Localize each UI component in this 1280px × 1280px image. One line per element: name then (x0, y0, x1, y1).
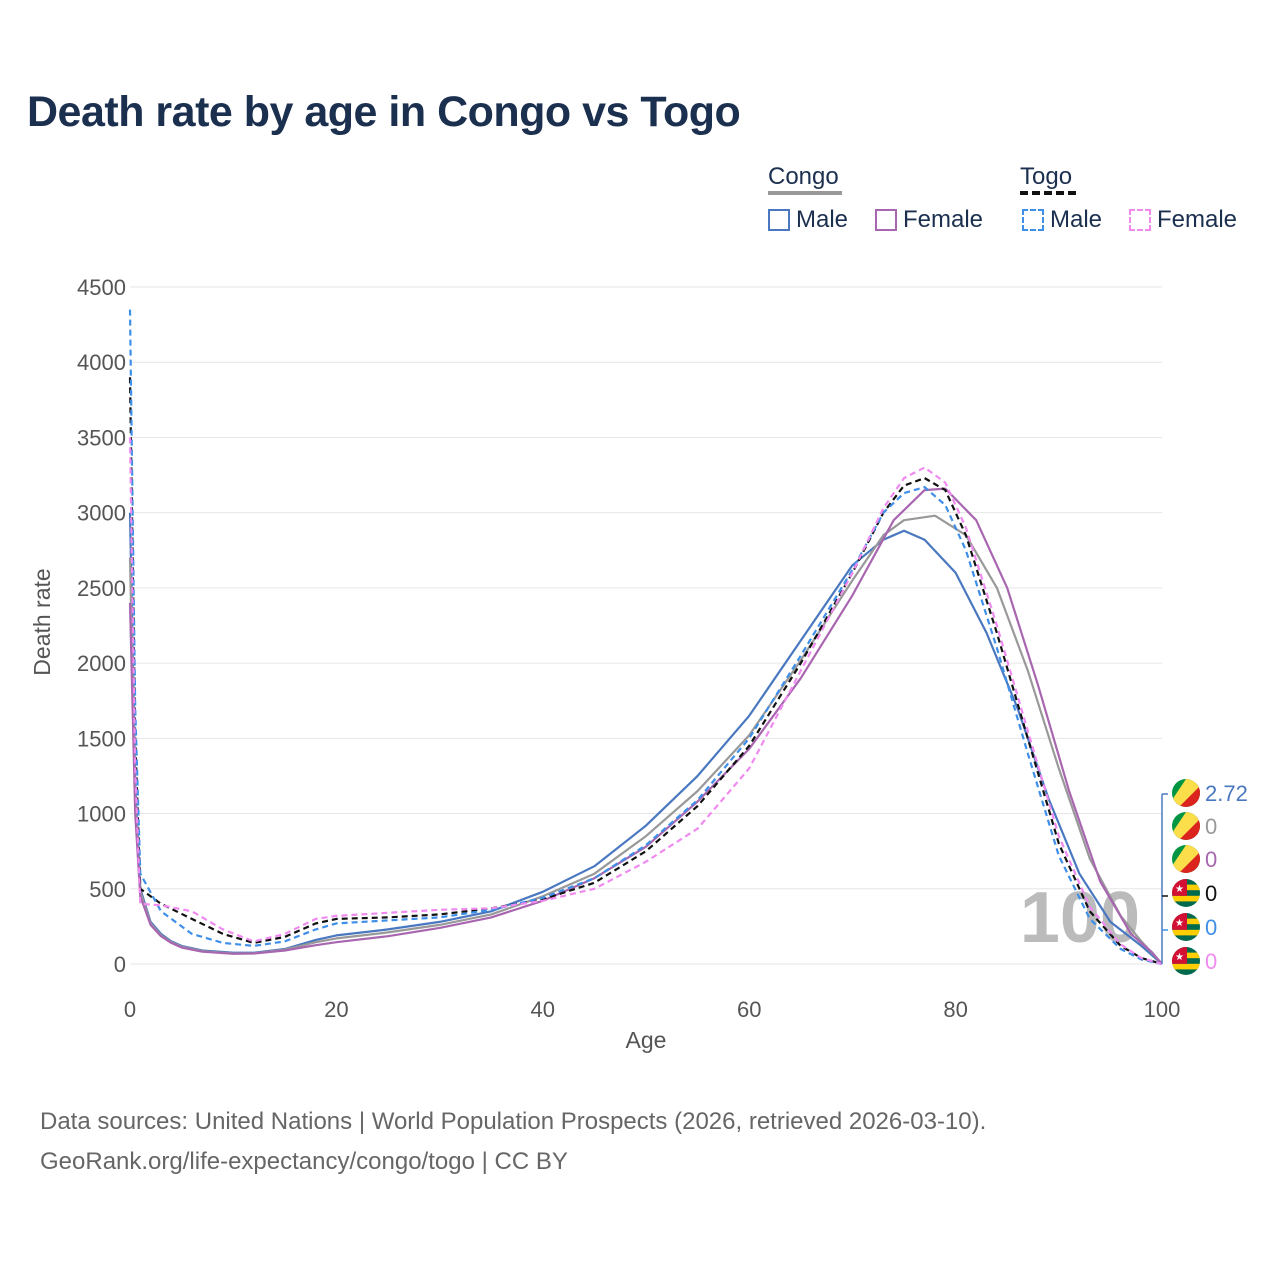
x-tick-label: 100 (1144, 997, 1181, 1022)
svg-text:★: ★ (1175, 952, 1184, 963)
togo-flag-icon: ★ (1172, 947, 1200, 975)
y-axis-ticks: 0 500 1000 1500 2000 2500 3000 3500 4000 4500 (77, 275, 126, 977)
legend-label-congo-male: Male (796, 206, 849, 233)
legend-label-togo-male: Male (1050, 206, 1103, 233)
end-label-congo-total: 0 (1205, 814, 1217, 839)
legend-item-congo-male[interactable]: Male (768, 206, 848, 234)
congo-flag-icon (1172, 812, 1200, 840)
legend-item-congo-female[interactable]: Female (875, 206, 983, 234)
legend-group-congo[interactable]: Congo (768, 163, 839, 190)
series-line-togo-female[interactable] (128, 437, 1163, 966)
legend-item-togo-male[interactable]: Male (1022, 206, 1102, 234)
y-tick-label: 0 (114, 952, 126, 977)
legend-line-congo (768, 191, 842, 195)
end-label-togo-female: 0 (1205, 949, 1217, 974)
footer-sources: Data sources: United Nations | World Pop… (40, 1108, 987, 1135)
series-line-togo-male[interactable] (128, 309, 1163, 966)
y-tick-label: 4000 (77, 350, 126, 375)
y-axis-label: Death rate (29, 568, 55, 675)
series-line-congo-total[interactable] (128, 514, 1163, 965)
y-tick-label: 4500 (77, 275, 126, 300)
x-tick-label: 60 (737, 997, 761, 1022)
swatch-congo-female (875, 209, 897, 231)
x-axis-ticks: 0 20 40 60 80 100 (124, 997, 1180, 1022)
end-label-togo-male: 0 (1205, 915, 1217, 940)
y-tick-label: 1500 (77, 726, 126, 751)
y-tick-label: 3500 (77, 425, 126, 450)
end-label-congo-male: 2.72 (1205, 781, 1248, 806)
x-tick-label: 0 (124, 997, 136, 1022)
series-lines (128, 309, 1163, 966)
x-axis-label: Age (626, 1027, 667, 1053)
y-tick-label: 1000 (77, 802, 126, 827)
end-value-bracket (1161, 793, 1168, 964)
grid-lines (130, 286, 1162, 965)
legend-label-congo-female: Female (903, 206, 984, 233)
swatch-congo-male (768, 209, 790, 231)
legend-item-togo-female[interactable]: Female (1129, 206, 1237, 234)
series-line-togo-total[interactable] (128, 377, 1163, 966)
swatch-togo-female (1129, 209, 1151, 231)
x-tick-label: 80 (943, 997, 967, 1022)
legend-line-togo (1020, 191, 1076, 195)
swatch-togo-male (1022, 209, 1044, 231)
y-tick-label: 2500 (77, 576, 126, 601)
congo-flag-icon (1172, 845, 1200, 873)
end-label-congo-female: 0 (1205, 847, 1217, 872)
series-line-congo-female[interactable] (128, 487, 1163, 965)
x-tick-label: 20 (324, 997, 348, 1022)
y-tick-label: 500 (89, 877, 126, 902)
footer-credit: GeoRank.org/life-expectancy/congo/togo |… (40, 1148, 568, 1175)
x-tick-label: 40 (531, 997, 555, 1022)
legend-label-togo-female: Female (1157, 206, 1238, 233)
end-label-togo-total: 0 (1205, 881, 1217, 906)
svg-text:★: ★ (1175, 884, 1184, 895)
y-tick-label: 3000 (77, 501, 126, 526)
legend-group-togo[interactable]: Togo (1020, 163, 1073, 190)
togo-flag-icon: ★ (1172, 879, 1200, 907)
togo-flag-icon: ★ (1172, 913, 1200, 941)
y-tick-label: 2000 (77, 651, 126, 676)
chart-title: Death rate by age in Congo vs Togo (27, 88, 741, 136)
svg-text:★: ★ (1175, 918, 1184, 929)
congo-flag-icon (1172, 779, 1200, 807)
